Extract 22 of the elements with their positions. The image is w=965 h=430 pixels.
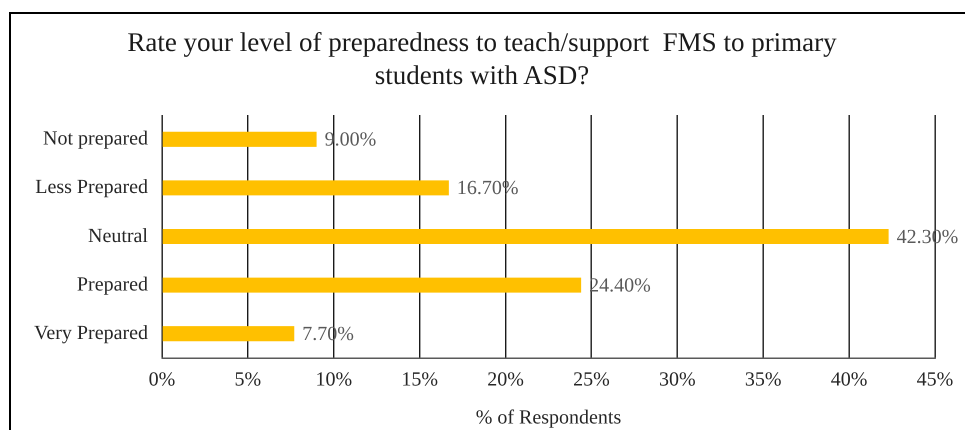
chart-title: Rate your level of preparedness to teach/support FMS to primary students with ASD? xyxy=(126,26,838,92)
x-tick-label: 15% xyxy=(401,368,438,390)
y-tick-label: Not prepared xyxy=(43,128,148,150)
x-tick-label: 25% xyxy=(573,368,610,390)
x-tick-label: 10% xyxy=(315,368,352,390)
y-tick-label: Prepared xyxy=(76,273,148,296)
bar xyxy=(162,228,889,244)
bar xyxy=(162,326,294,342)
y-tick-label: Neutral xyxy=(88,224,148,247)
bar xyxy=(162,180,449,196)
bar xyxy=(162,132,317,147)
x-axis-title: % of Respondents xyxy=(476,406,622,428)
x-tick-label: 20% xyxy=(487,368,524,390)
x-tick-label: 5% xyxy=(234,368,262,390)
x-tick-label: 0% xyxy=(148,368,176,390)
bar xyxy=(162,278,582,293)
y-tick-label: Less Prepared xyxy=(35,176,148,198)
x-tick-label: 35% xyxy=(744,368,782,390)
y-tick-label: Very Prepared xyxy=(34,322,148,344)
x-tick-label: 30% xyxy=(658,368,696,390)
x-tick-label: 40% xyxy=(830,368,868,390)
x-tick-label: 45% xyxy=(916,368,954,390)
